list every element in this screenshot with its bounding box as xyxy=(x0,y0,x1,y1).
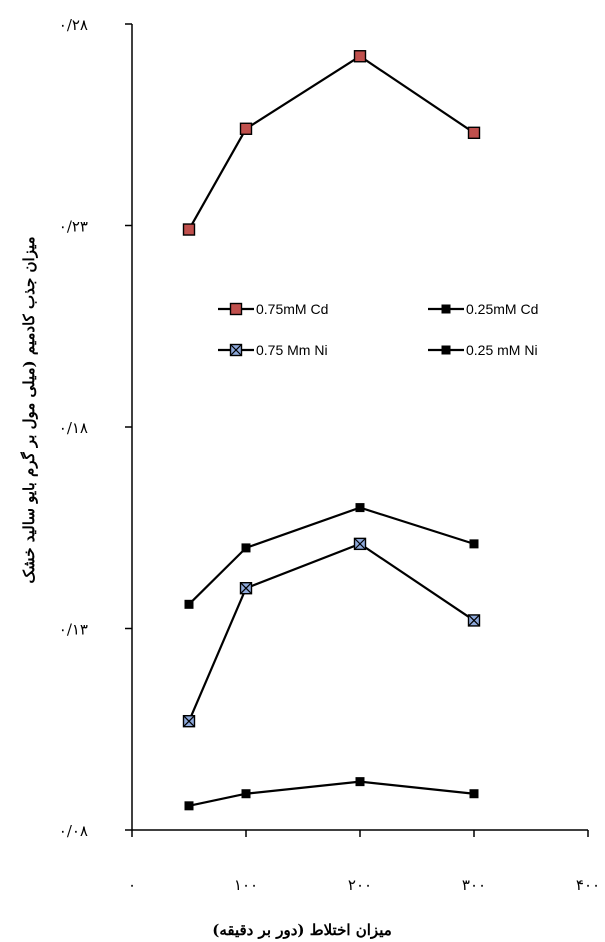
data-point xyxy=(239,122,253,135)
y-tick-label: ۰/۰۸ xyxy=(59,822,88,840)
data-point xyxy=(353,537,367,551)
data-point xyxy=(229,302,243,316)
x-tick-label: ۳۰۰ xyxy=(462,876,486,894)
y-axis-title: میزان جذب کادمیم (میلی مول بر گرم بایو س… xyxy=(20,236,38,583)
data-point xyxy=(469,539,479,549)
data-point xyxy=(182,223,196,236)
series xyxy=(184,503,479,609)
data-point xyxy=(184,801,194,811)
axes: ۰/۰۸ ۰/۱۳ ۰/۱۸ ۰/۲۳ ۰/۲۸ ۰ ۱۰۰ ۲۰۰ ۳۰۰ ۴۰۰ xyxy=(59,16,600,894)
data-point xyxy=(441,345,451,355)
data-point xyxy=(239,582,253,595)
series xyxy=(182,50,481,236)
x-tick-label: ۴۰۰ xyxy=(576,876,600,894)
series-line xyxy=(187,542,475,722)
legend-entry: 0.75 Mm Ni xyxy=(218,342,328,358)
series xyxy=(184,777,479,811)
y-tick-label: ۰/۲۳ xyxy=(59,218,88,236)
legend-label: 0.75mM Cd xyxy=(256,301,328,317)
legend-entry: 0.25mM Cd xyxy=(428,301,538,317)
y-tick-label: ۰/۱۳ xyxy=(59,621,88,639)
legend-label: 0.25mM Cd xyxy=(466,301,538,317)
legend-entry: 0.25 mM Ni xyxy=(428,342,538,358)
series-line xyxy=(188,54,475,231)
data-point xyxy=(182,714,196,728)
data-point xyxy=(353,50,367,63)
legend: 0.75mM Cd 0.25mM Cd 0.75 Mm Ni 0.25 mM Ni xyxy=(218,301,538,358)
data-point xyxy=(355,503,365,513)
x-tick-label: ۱۰۰ xyxy=(234,876,258,894)
data-point xyxy=(241,543,251,553)
data-point xyxy=(467,126,481,140)
data-point xyxy=(229,343,243,357)
data-point xyxy=(184,599,194,609)
y-tick-label: ۰/۱۸ xyxy=(59,419,88,437)
legend-label: 0.25 mM Ni xyxy=(466,342,538,358)
legend-entry: 0.75mM Cd xyxy=(218,301,328,317)
x-tick-label: ۲۰۰ xyxy=(348,876,372,894)
series-line xyxy=(188,780,475,807)
data-point xyxy=(355,777,365,787)
x-axis-title: میزان اختلاط (دور بر دقیقه) xyxy=(212,921,392,939)
legend-label: 0.75 Mm Ni xyxy=(256,342,328,358)
x-tick-label: ۰ xyxy=(128,876,136,894)
data-point xyxy=(469,789,479,799)
series-line xyxy=(188,506,475,606)
series xyxy=(182,537,481,728)
data-point xyxy=(441,304,451,314)
data-point xyxy=(467,614,481,627)
series-layer xyxy=(182,50,481,811)
y-tick-label: ۰/۲۸ xyxy=(59,16,88,34)
data-point xyxy=(241,789,251,799)
